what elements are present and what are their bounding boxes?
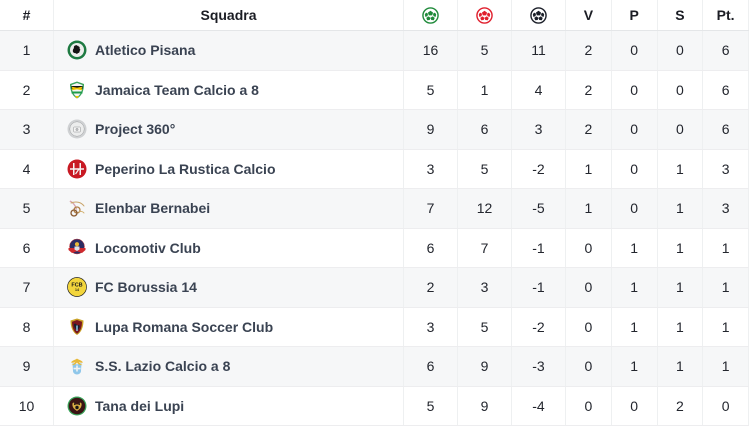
svg-text:14: 14 xyxy=(75,288,79,292)
